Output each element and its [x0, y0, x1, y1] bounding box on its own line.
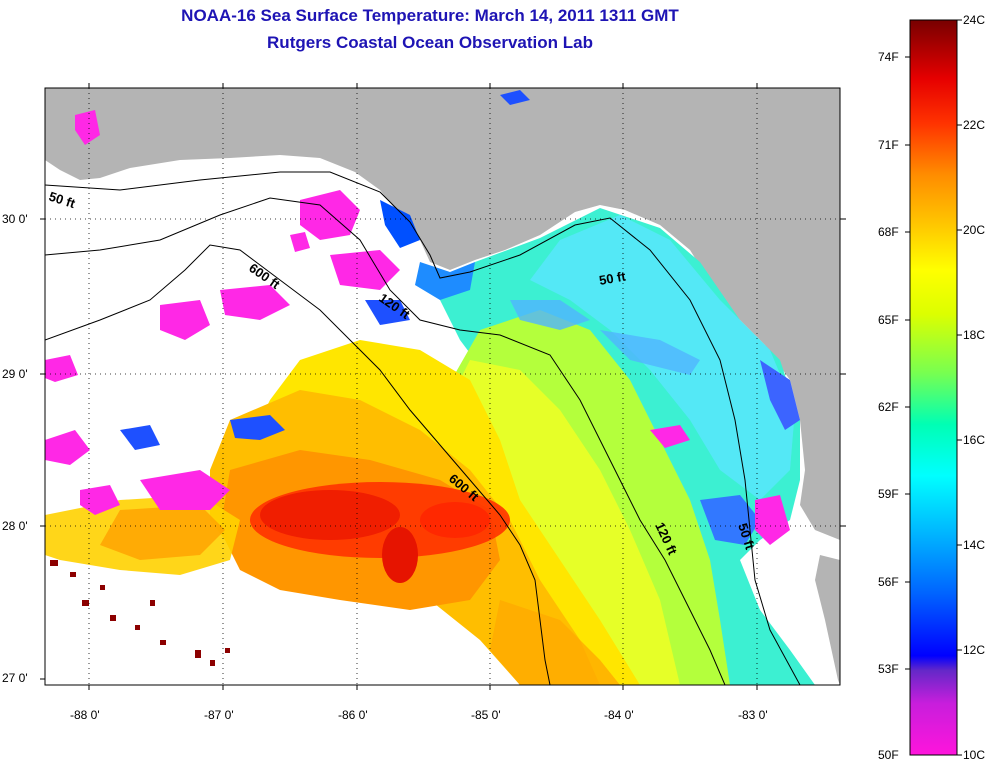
lon-label-87: -87 0': [204, 708, 234, 722]
colorbar-label-c: 20C: [963, 223, 986, 237]
land-florida-south: [815, 555, 840, 685]
lat-label-30: 30 0': [2, 212, 28, 226]
contour-label: 50 ft: [598, 268, 628, 288]
colorbar-label-f: 59F: [878, 487, 899, 501]
lat-label-29: 29 0': [2, 367, 28, 381]
colorbar-ticks: [905, 19, 962, 756]
contour-600ft: [45, 244, 551, 685]
colorbar-label-c: 10C: [963, 748, 986, 762]
colorbar-label-c: 16C: [963, 433, 986, 447]
colorbar-label-f: 53F: [878, 662, 899, 676]
bathymetry-contours: [45, 171, 801, 685]
colorbar-label-c: 24C: [963, 13, 986, 27]
lon-label-85: -85 0': [471, 708, 501, 722]
colorbar-label-f: 65F: [878, 313, 899, 327]
colorbar-label-f: 68F: [878, 225, 899, 239]
colorbar-label-c: 22C: [963, 118, 986, 132]
colorbar-label-f: 62F: [878, 400, 899, 414]
map-area: 50 ft 600 ft 120 ft 50 ft 600 ft 120 ft …: [45, 88, 840, 685]
axis-ticks: [40, 83, 846, 690]
map-frame: [44, 87, 841, 686]
colorbar: [909, 19, 958, 756]
sst-field: [45, 90, 815, 685]
lat-label-28: 28 0': [2, 519, 28, 533]
colorbar-label-f: 50F: [878, 748, 899, 762]
colorbar-label-c: 14C: [963, 538, 986, 552]
map-subtitle: Rutgers Coastal Ocean Observation Lab: [267, 33, 593, 52]
colorbar-label-f: 71F: [878, 138, 899, 152]
lon-label-88: -88 0': [70, 708, 100, 722]
contour-120ft: [45, 197, 726, 685]
land-north: [45, 88, 840, 540]
contour-50ft: [45, 171, 801, 685]
lon-label-86: -86 0': [338, 708, 368, 722]
colorbar-label-c: 18C: [963, 328, 986, 342]
lon-label-83: -83 0': [738, 708, 768, 722]
colorbar-label-c: 12C: [963, 643, 986, 657]
lon-label-84: -84 0': [604, 708, 634, 722]
map-title: NOAA-16 Sea Surface Temperature: March 1…: [181, 6, 679, 25]
colorbar-label-f: 56F: [878, 575, 899, 589]
lat-label-27: 27 0': [2, 671, 28, 685]
colorbar-label-f: 74F: [878, 50, 899, 64]
